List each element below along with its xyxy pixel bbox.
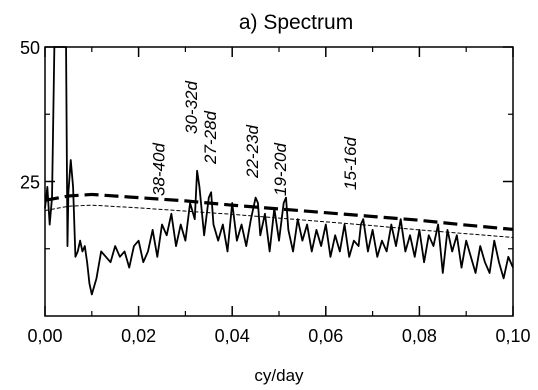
- period-annotation: 38-40d: [149, 143, 168, 196]
- x-tick-label: 0,02: [121, 326, 156, 346]
- series-line-solid: [44, 46, 514, 296]
- x-tick-label: 0,04: [215, 326, 250, 346]
- y-tick-label: 50: [20, 38, 40, 58]
- x-axis-label: cy/day: [254, 366, 304, 385]
- x-tick-label: 0,08: [402, 326, 437, 346]
- series-line-dashed-thin: [44, 204, 514, 238]
- axis-ticks: 0,00 0,02 0,04 0,06 0,08 0,10 50 25: [20, 38, 531, 346]
- period-annotation: 15-16d: [341, 137, 360, 190]
- period-annotation: 27-28d: [201, 111, 220, 165]
- chart-title: a) Spectrum: [239, 11, 353, 34]
- period-annotation: 19-20d: [271, 143, 290, 196]
- period-annotation: 30-32d: [182, 81, 201, 134]
- x-tick-label: 0,10: [495, 326, 530, 346]
- series-layer: [44, 46, 514, 296]
- period-annotation: 22-23d: [243, 125, 262, 179]
- x-tick-label: 0,00: [27, 326, 62, 346]
- y-tick-label: 25: [20, 173, 40, 193]
- series-line-dashed-thick: [44, 192, 514, 231]
- x-tick-label: 0,06: [308, 326, 343, 346]
